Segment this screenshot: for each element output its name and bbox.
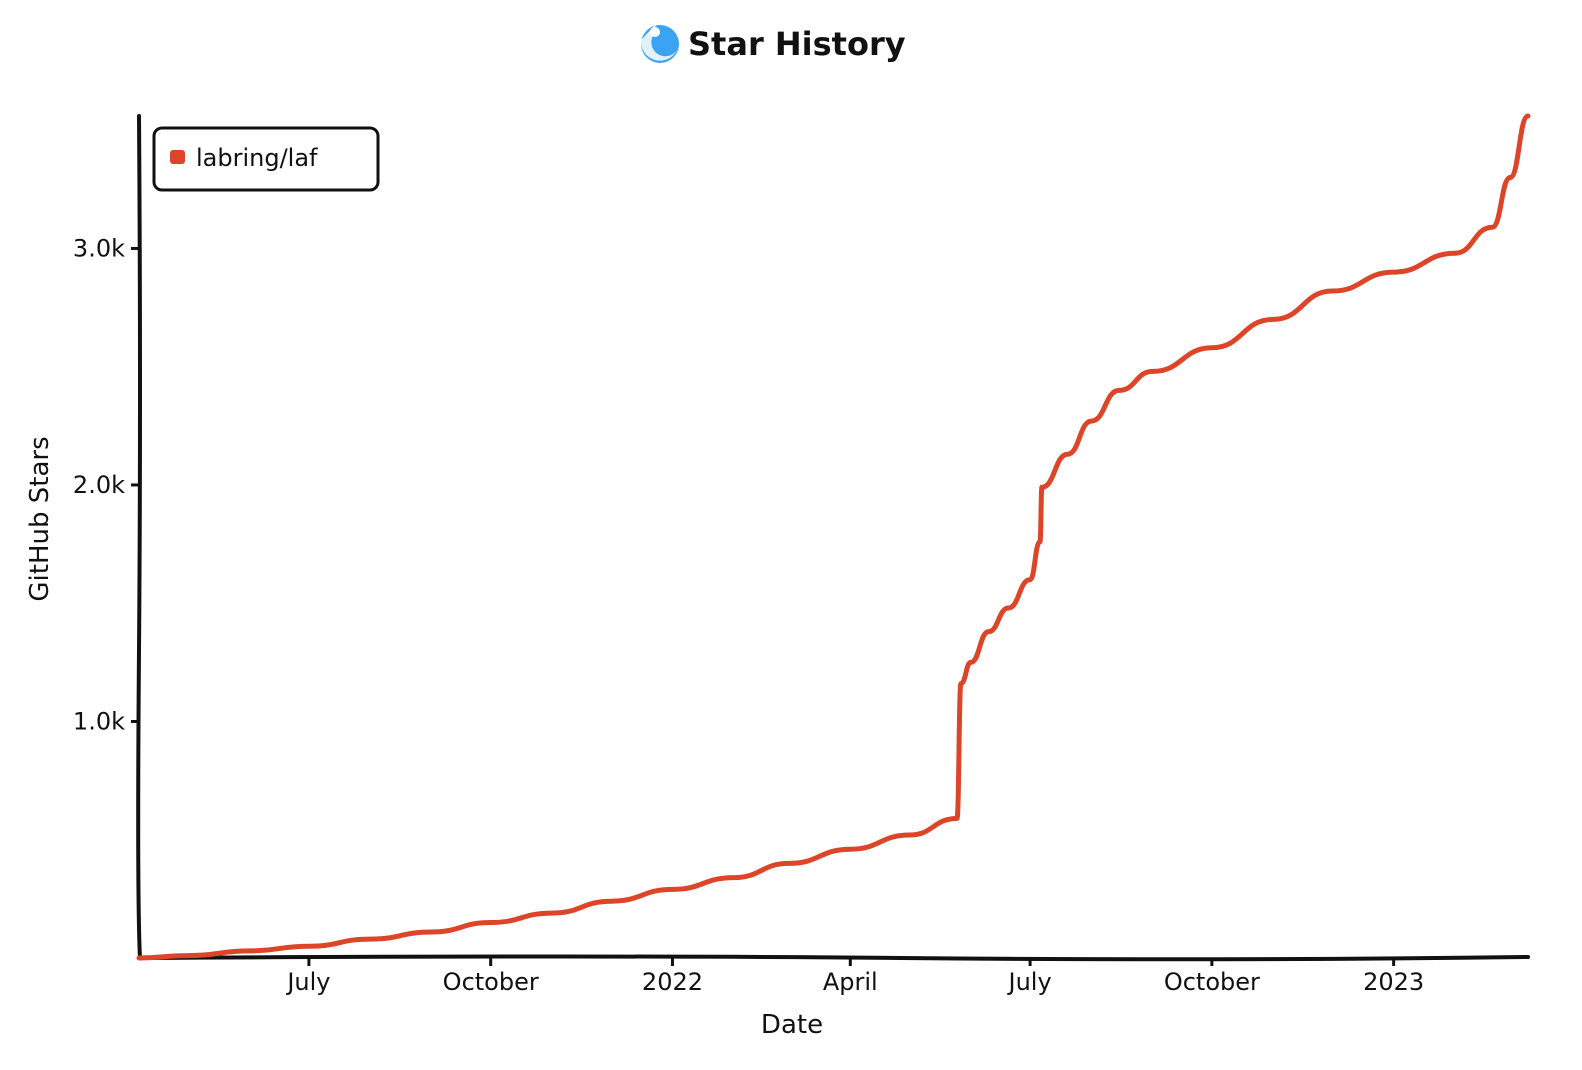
series-layer <box>136 113 1531 961</box>
legend-box <box>152 126 380 192</box>
x-tick-label: October <box>443 968 539 996</box>
x-axis-ticks: July October 2022 April July October 2023 <box>285 958 1424 996</box>
x-tick-label: 2023 <box>1363 968 1424 996</box>
y-tick-label: 2.0k <box>73 471 125 499</box>
legend-label: labring/laf <box>196 144 318 172</box>
series-line-0 <box>136 113 1531 961</box>
x-axis-line <box>137 954 1530 962</box>
x-tick-label: July <box>285 968 330 996</box>
chart-title-text: Star History <box>688 25 906 63</box>
y-axis-line <box>136 114 142 960</box>
x-tick-label: April <box>823 968 878 996</box>
x-tick-label: 2022 <box>642 968 703 996</box>
x-axis-label: Date <box>761 1010 823 1040</box>
y-tick-label: 3.0k <box>73 234 125 262</box>
y-axis-label: GitHub Stars <box>25 436 55 601</box>
x-tick-label: July <box>1007 968 1052 996</box>
legend-swatch <box>170 150 185 164</box>
chart-title: Star History <box>640 24 906 63</box>
y-tick-label: 1.0k <box>73 707 125 735</box>
y-axis-ticks: 1.0k 2.0k 3.0k <box>73 234 139 735</box>
x-tick-label: October <box>1164 968 1260 996</box>
star-history-logo-icon <box>640 24 679 63</box>
legend: labring/laf <box>152 126 380 192</box>
